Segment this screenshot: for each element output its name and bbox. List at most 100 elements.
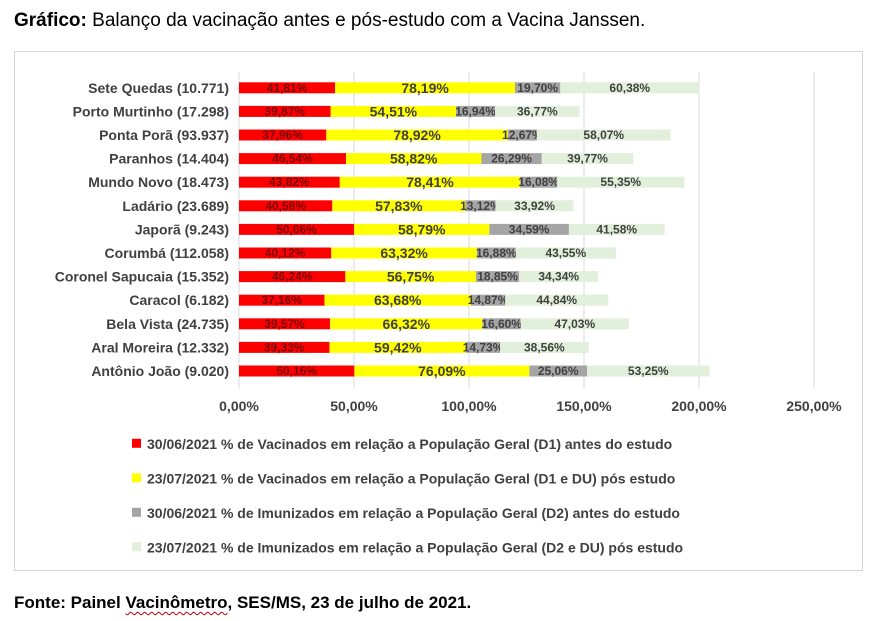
bar-segment (239, 247, 332, 259)
x-tick-label: 100,00% (441, 398, 497, 414)
data-label: 55,35% (600, 175, 641, 189)
legend-label: 30/06/2021 % de Imunizados em relação a … (147, 505, 680, 521)
bar-segment (239, 129, 327, 141)
bar-segment (557, 176, 685, 188)
data-label: 78,41% (406, 174, 454, 190)
bar-segment (331, 247, 477, 259)
category-label: Aral Moreira (12.332) (91, 339, 229, 355)
bar-segment (239, 105, 331, 117)
bar-segment (239, 294, 325, 306)
bar-segment (239, 176, 340, 188)
bar-segment (332, 200, 466, 212)
data-label: 50,16% (276, 364, 317, 378)
data-label: 47,03% (554, 317, 595, 331)
data-label: 56,75% (387, 269, 435, 285)
bar-segment (329, 341, 467, 353)
chart-frame (14, 51, 863, 571)
bar-segment (330, 318, 483, 330)
category-label: Ponta Porã (93.937) (99, 127, 229, 143)
bar-segment (500, 341, 589, 353)
data-label: 58,79% (398, 221, 446, 237)
vaccination-chart: 0,00% 50,00% 100,00% 150,00% 200,00% 250,00% S… (55, 72, 842, 555)
data-label: 63,68% (374, 292, 422, 308)
data-label: 66,32% (383, 316, 431, 332)
data-label: 44,84% (536, 293, 577, 307)
data-label: 78,19% (401, 80, 449, 96)
bar-segment (505, 294, 609, 306)
category-label: Bela Vista (24.735) (106, 316, 229, 332)
category-label: Mundo Novo (18.473) (88, 174, 229, 190)
bar-segment (515, 247, 616, 259)
data-label: 60,38% (609, 81, 650, 95)
bar-segment (354, 223, 490, 235)
legend-swatch (132, 542, 141, 552)
data-label: 50,06% (276, 222, 317, 236)
bar-segment (529, 365, 588, 377)
legend-swatch (132, 473, 141, 483)
data-label: 57,83% (375, 198, 423, 214)
bar-segment (339, 176, 521, 188)
data-label: 33,92% (514, 199, 555, 213)
data-label: 37,96% (262, 128, 303, 142)
bar-segment (560, 82, 700, 94)
data-label: 58,07% (583, 128, 624, 142)
x-tick-label: 200,00% (671, 398, 727, 414)
bar-segment (536, 129, 671, 141)
bar-segment (239, 200, 333, 212)
data-label: 38,56% (524, 340, 565, 354)
data-label: 43,82% (269, 175, 310, 189)
bar-segment (568, 223, 665, 235)
data-label: 40,58% (265, 199, 306, 213)
bar-segment (495, 105, 580, 117)
bar-segment (541, 153, 634, 165)
data-label: 37,16% (261, 293, 302, 307)
data-label: 39,57% (264, 317, 305, 331)
bar-segment (507, 129, 537, 141)
legend-label: 23/07/2021 % de Vacinados em relação a P… (147, 470, 675, 486)
data-label: 14,73% (463, 340, 504, 354)
figure-caption: Gráfico: Balanço da vacinação antes e pó… (14, 10, 645, 32)
data-label: 16,94% (455, 104, 496, 118)
bar-segment (520, 318, 629, 330)
bar-segment (324, 294, 471, 306)
caption-text: Balanço da vacinação antes e pós-estudo … (92, 10, 646, 31)
category-label: Coronel Sapucaia (15.352) (55, 269, 229, 285)
data-label: 46,24% (272, 270, 313, 284)
x-tick-label: 0,00% (219, 398, 259, 414)
bar-segment (520, 176, 558, 188)
bar-segment (489, 223, 569, 235)
data-label: 39,87% (264, 104, 305, 118)
bar-segment (481, 153, 542, 165)
data-label: 36,77% (517, 104, 558, 118)
bar-segment (475, 271, 520, 283)
data-label: 41,58% (596, 222, 637, 236)
data-label: 53,25% (628, 364, 669, 378)
legend-swatch (132, 438, 141, 448)
legend-label: 30/06/2021 % de Vacinados em relação a P… (147, 436, 672, 452)
x-tick-label: 50,00% (330, 398, 378, 414)
bar-segment (239, 82, 336, 94)
bar-segment (335, 82, 515, 94)
data-label: 13,12% (460, 199, 501, 213)
category-label: Antônio João (9.020) (91, 363, 229, 379)
data-label: 40,12% (265, 246, 306, 260)
data-label: 34,34% (538, 270, 579, 284)
bar-segment (519, 271, 599, 283)
bar-segment (465, 200, 496, 212)
source-underlined: Vacinômetro (125, 593, 228, 612)
category-label: Ladário (23.689) (122, 198, 229, 214)
bar-segment (239, 318, 331, 330)
bar-segment (466, 341, 501, 353)
data-label: 25,06% (538, 364, 579, 378)
data-label: 41,81% (267, 81, 308, 95)
caption-label: Gráfico: (14, 10, 87, 31)
data-label: 19,70% (517, 81, 558, 95)
category-label: Sete Quedas (10.771) (88, 80, 229, 96)
data-label: 58,82% (390, 151, 438, 167)
source-note: Fonte: Painel Vacinômetro, SES/MS, 23 de… (14, 593, 471, 613)
bar-segment (495, 200, 574, 212)
category-label: Caracol (6.182) (129, 292, 229, 308)
bar-segment (239, 153, 347, 165)
category-label: Paranhos (14.404) (109, 151, 229, 167)
legend-swatch (132, 507, 141, 517)
